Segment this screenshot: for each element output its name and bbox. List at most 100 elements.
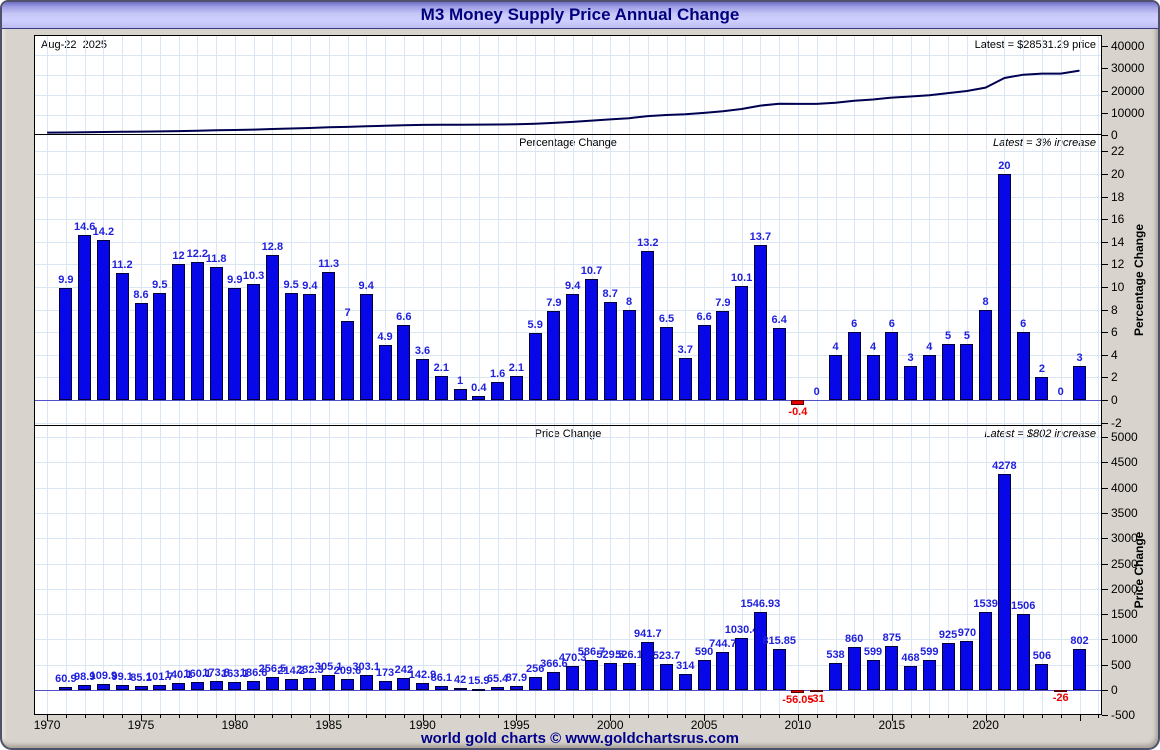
- gridline: [65, 135, 67, 425]
- bar-label-1991: 86.1: [430, 671, 453, 684]
- bar-label-1990: 142.9: [408, 668, 437, 681]
- x-tick: [159, 715, 161, 718]
- x-tick-label: 2020: [972, 718, 999, 732]
- gridline: [948, 135, 950, 425]
- y-tick: [1102, 135, 1108, 136]
- gridline: [35, 512, 1101, 514]
- bar-label-2016: 3: [907, 352, 914, 365]
- bar-2003: [660, 663, 673, 690]
- y-tick: [1102, 174, 1108, 175]
- y-tick: [1102, 400, 1108, 401]
- gridline: [966, 426, 968, 714]
- percentage-axis-title: Percentage Change: [1132, 223, 1146, 337]
- bar-label-2019: 970: [957, 626, 977, 639]
- bar-1972: [78, 235, 92, 400]
- x-tick: [816, 715, 818, 718]
- gridline: [328, 36, 330, 134]
- x-tick-label: 1975: [127, 718, 155, 732]
- gridline: [47, 36, 49, 134]
- gridline: [291, 426, 293, 714]
- bar-1988: [378, 344, 392, 400]
- x-tick: [1041, 715, 1043, 718]
- gridline: [516, 135, 518, 425]
- bar-label-1997: 7.9: [546, 296, 562, 309]
- bar-2025: [1073, 649, 1086, 690]
- gridline: [572, 135, 574, 425]
- bar-label-1975: 85.1: [130, 671, 152, 684]
- bar-label-2010: -56.05: [782, 693, 814, 706]
- y-tick: [1102, 241, 1108, 243]
- bar-label-2018: 5: [945, 329, 952, 342]
- y-tick: [1102, 287, 1108, 288]
- gridline: [1004, 36, 1006, 134]
- gridline: [629, 36, 630, 134]
- bar-label-2005: 6.6: [696, 311, 712, 324]
- x-tick: [253, 715, 255, 718]
- gridline: [460, 426, 462, 714]
- bar-2012: [829, 354, 842, 400]
- x-tick: [1060, 715, 1062, 718]
- bar-1974: [115, 685, 129, 690]
- gridline: [610, 135, 612, 425]
- gridline: [985, 426, 987, 714]
- gridline: [910, 426, 912, 714]
- gridline: [535, 36, 537, 134]
- x-tick: [741, 715, 743, 718]
- bar-1976: [153, 292, 167, 400]
- bar-1985: [322, 272, 336, 400]
- bar-label-2008: 13.7: [749, 231, 772, 244]
- bar-1996: [528, 333, 542, 400]
- gridline: [366, 426, 368, 714]
- price-panel-header: Price Change: [534, 428, 602, 440]
- bar-2016: [904, 666, 917, 690]
- bar-1975: [134, 302, 148, 400]
- bar-label-1999: 586.7: [577, 646, 606, 659]
- x-tick: [47, 715, 49, 721]
- bar-1971: [59, 288, 73, 400]
- y-tick-label: 4: [1111, 347, 1118, 362]
- gridline: [797, 36, 799, 134]
- x-tick: [385, 715, 386, 718]
- y-tick-label: 2500: [1111, 556, 1138, 571]
- gridline: [535, 426, 537, 714]
- gridline: [779, 135, 781, 425]
- gridline: [197, 36, 199, 134]
- y-tick-label: -2: [1111, 415, 1122, 430]
- bar-2000: [603, 663, 617, 690]
- y-tick-label: 3000: [1111, 531, 1138, 546]
- x-tick: [704, 715, 706, 721]
- gridline: [497, 135, 499, 425]
- gridline: [553, 36, 555, 134]
- gridline: [1079, 36, 1081, 134]
- bar-label-1978: 160.1: [183, 667, 212, 680]
- bar-label-2022: 6: [1020, 318, 1027, 331]
- gridline: [234, 135, 236, 425]
- gridline: [35, 115, 1101, 116]
- bar-2004: [678, 358, 692, 400]
- bar-1994: [491, 686, 505, 690]
- bar-2015: [885, 332, 899, 400]
- bar-2015: [885, 645, 899, 690]
- gridline: [1023, 36, 1025, 134]
- gridline: [1023, 135, 1025, 425]
- gridline: [35, 55, 1101, 56]
- gridline: [854, 36, 856, 134]
- y-tick: [1102, 462, 1108, 464]
- bar-1991: [434, 685, 448, 690]
- gridline: [403, 426, 405, 714]
- bar-label-1994: 1.6: [489, 367, 506, 380]
- bar-2002: [641, 642, 655, 690]
- gridline: [1060, 426, 1062, 714]
- gridline: [910, 36, 912, 134]
- y-tick-label: 1500: [1111, 607, 1138, 622]
- bar-1993: [472, 395, 486, 400]
- y-tick-label: 10: [1111, 280, 1125, 294]
- gridline: [234, 36, 236, 134]
- bar-2000: [603, 301, 617, 400]
- bar-1989: [397, 677, 411, 690]
- bar-1986: [341, 679, 354, 690]
- gridline: [873, 135, 874, 425]
- gridline: [35, 95, 1101, 96]
- gridline: [35, 563, 1101, 565]
- bar-label-1977: 140.1: [164, 668, 193, 681]
